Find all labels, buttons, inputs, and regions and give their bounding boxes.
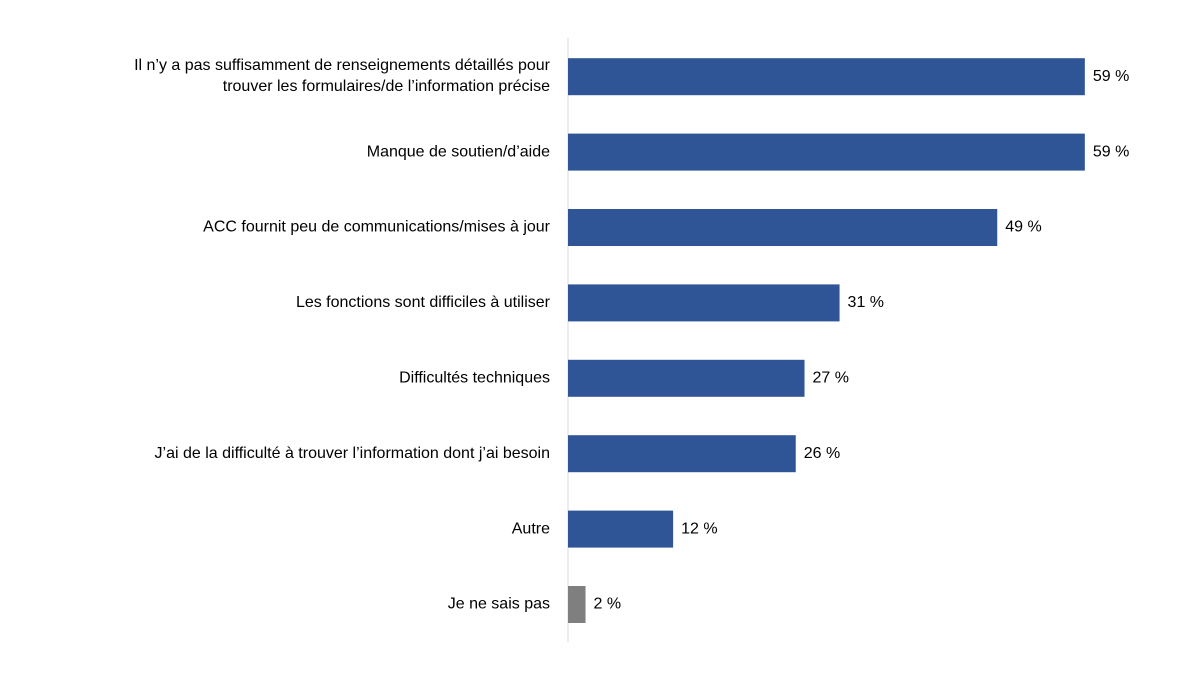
value-label: 12 % xyxy=(681,520,717,537)
bar xyxy=(568,435,796,473)
category-label: J’ai de la difficulté à trouver l’inform… xyxy=(155,445,550,462)
value-label: 49 % xyxy=(1005,219,1041,236)
category-label: Les fonctions sont difficiles à utiliser xyxy=(296,294,551,311)
category-label: Difficultés techniques xyxy=(399,370,550,387)
value-label: 27 % xyxy=(813,370,849,387)
bar xyxy=(568,586,586,623)
bar xyxy=(568,359,805,397)
category-label: Je ne sais pas xyxy=(448,596,550,613)
bar xyxy=(568,284,840,322)
category-label: Autre xyxy=(512,520,550,537)
bar xyxy=(568,58,1085,96)
value-label: 59 % xyxy=(1093,143,1129,160)
category-label: Manque de soutien/d’aide xyxy=(367,143,550,160)
value-label: 2 % xyxy=(594,596,622,613)
value-label: 31 % xyxy=(848,294,884,311)
value-label: 26 % xyxy=(804,445,840,462)
bar xyxy=(568,209,998,246)
bar xyxy=(568,510,674,548)
category-label: ACC fournit peu de communications/mises … xyxy=(203,219,550,236)
category-label: Il n’y a pas suffisamment de renseigneme… xyxy=(134,57,551,95)
bar xyxy=(568,133,1085,171)
value-label: 59 % xyxy=(1093,68,1129,85)
